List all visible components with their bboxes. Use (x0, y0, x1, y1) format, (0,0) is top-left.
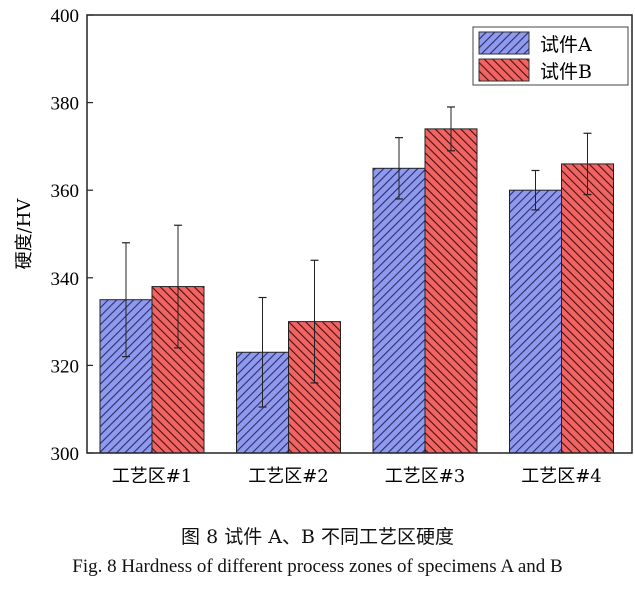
legend-label-b: 试件B (540, 61, 592, 83)
legend-swatch-b (478, 58, 530, 82)
bar-b-3 (424, 128, 478, 454)
bar-chart: 300 320 340 360 380 400 工艺区#1 工艺区#2 工艺区#3 工艺区#4 硬… (14, 6, 633, 487)
x-tick-label: 工艺区#3 (385, 466, 466, 487)
x-tick-label: 工艺区#2 (248, 466, 329, 487)
caption-chinese: 图 8 试件 A、B 不同工艺区硬度 (181, 526, 454, 548)
bar-a-3 (372, 167, 426, 454)
y-tick-label: 400 (51, 6, 80, 27)
plot-frame (86, 14, 633, 454)
legend-swatch-a (478, 31, 530, 55)
legend-label-a: 试件A (540, 34, 592, 56)
y-tick-label: 320 (51, 356, 80, 377)
bar-b-4 (561, 163, 614, 454)
x-tick-label: 工艺区#4 (521, 466, 602, 487)
y-tick-label: 300 (51, 444, 80, 465)
y-axis-label: 硬度/HV (14, 198, 35, 270)
y-tick-label: 380 (51, 94, 80, 115)
y-tick-label: 340 (51, 269, 80, 290)
bar-a-4 (509, 189, 562, 454)
x-tick-label: 工艺区#1 (112, 466, 193, 487)
y-tick-label: 360 (51, 181, 80, 202)
legend: 试件A 试件B (472, 26, 629, 86)
caption-english: Fig. 8 Hardness of different process zon… (72, 556, 563, 577)
